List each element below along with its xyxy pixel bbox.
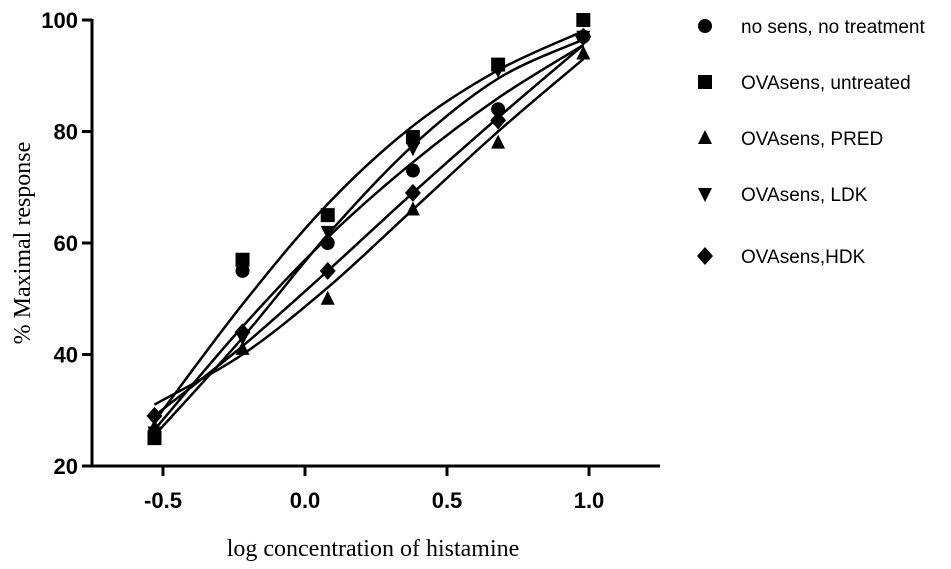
legend-marker xyxy=(698,19,712,33)
fit-curve xyxy=(153,58,585,406)
data-point xyxy=(319,261,336,280)
data-point xyxy=(320,225,335,240)
data-point xyxy=(320,290,335,305)
fit-curves xyxy=(153,30,585,437)
data-point xyxy=(320,208,335,223)
data-point xyxy=(405,130,420,145)
x-tick-label: 0.5 xyxy=(432,488,463,513)
data-point xyxy=(235,252,250,267)
x-axis-title: log concentration of histamine xyxy=(227,536,520,562)
legend-item: no sens, no treatment xyxy=(698,17,925,38)
x-tick-label: 0.0 xyxy=(290,488,321,513)
legend-marker xyxy=(698,130,712,144)
data-point xyxy=(147,426,162,441)
y-ticks: 20 40 60 80 100 xyxy=(41,8,92,479)
fit-curve xyxy=(153,44,584,431)
data-point xyxy=(491,64,506,79)
y-tick-label: 100 xyxy=(41,8,78,33)
fit-curve xyxy=(153,38,584,437)
data-point xyxy=(491,102,506,117)
legend-item: OVAsens, PRED xyxy=(698,129,883,150)
data-markers xyxy=(146,13,592,446)
data-point xyxy=(235,340,250,355)
legend-item: OVAsens, untreated xyxy=(698,73,911,94)
legend-label: no sens, no treatment xyxy=(741,17,925,38)
data-point xyxy=(576,13,591,27)
y-tick-label: 20 xyxy=(54,454,78,479)
y-tick-label: 40 xyxy=(54,343,78,368)
data-point xyxy=(405,201,420,216)
legend-item: OVAsens,HDK xyxy=(697,247,866,268)
x-ticks: -0.5 0.0 0.5 1.0 xyxy=(144,466,604,513)
data-point xyxy=(404,183,421,202)
legend-label: OVAsens, untreated xyxy=(741,73,911,94)
data-point xyxy=(491,134,506,149)
legend-label: OVAsens, LDK xyxy=(741,185,868,206)
data-point xyxy=(235,263,250,278)
legend-label: OVAsens, PRED xyxy=(741,129,883,150)
legend-marker xyxy=(697,247,713,265)
y-tick-label: 60 xyxy=(54,231,78,256)
data-point xyxy=(576,45,591,60)
data-point xyxy=(575,27,592,46)
data-point xyxy=(405,163,420,178)
y-tick-label: 80 xyxy=(54,120,78,145)
axes: 20 40 60 80 100 -0.5 0.0 0.5 1.0 xyxy=(41,8,660,513)
fit-curve xyxy=(153,44,585,417)
y-axis-title: % Maximal response xyxy=(10,142,36,345)
x-tick-label: 1.0 xyxy=(574,488,605,513)
legend-label: OVAsens,HDK xyxy=(741,247,866,268)
data-point xyxy=(490,111,507,130)
data-point xyxy=(320,236,335,250)
legend-item: OVAsens, LDK xyxy=(698,185,868,206)
data-point xyxy=(146,406,163,425)
legend-marker xyxy=(698,188,712,202)
legend-marker xyxy=(698,75,712,89)
legend: no sens, no treatment OVAsens, untreated O… xyxy=(697,17,925,268)
data-point xyxy=(405,142,420,157)
data-point xyxy=(234,323,251,342)
x-tick-label: -0.5 xyxy=(144,488,182,513)
